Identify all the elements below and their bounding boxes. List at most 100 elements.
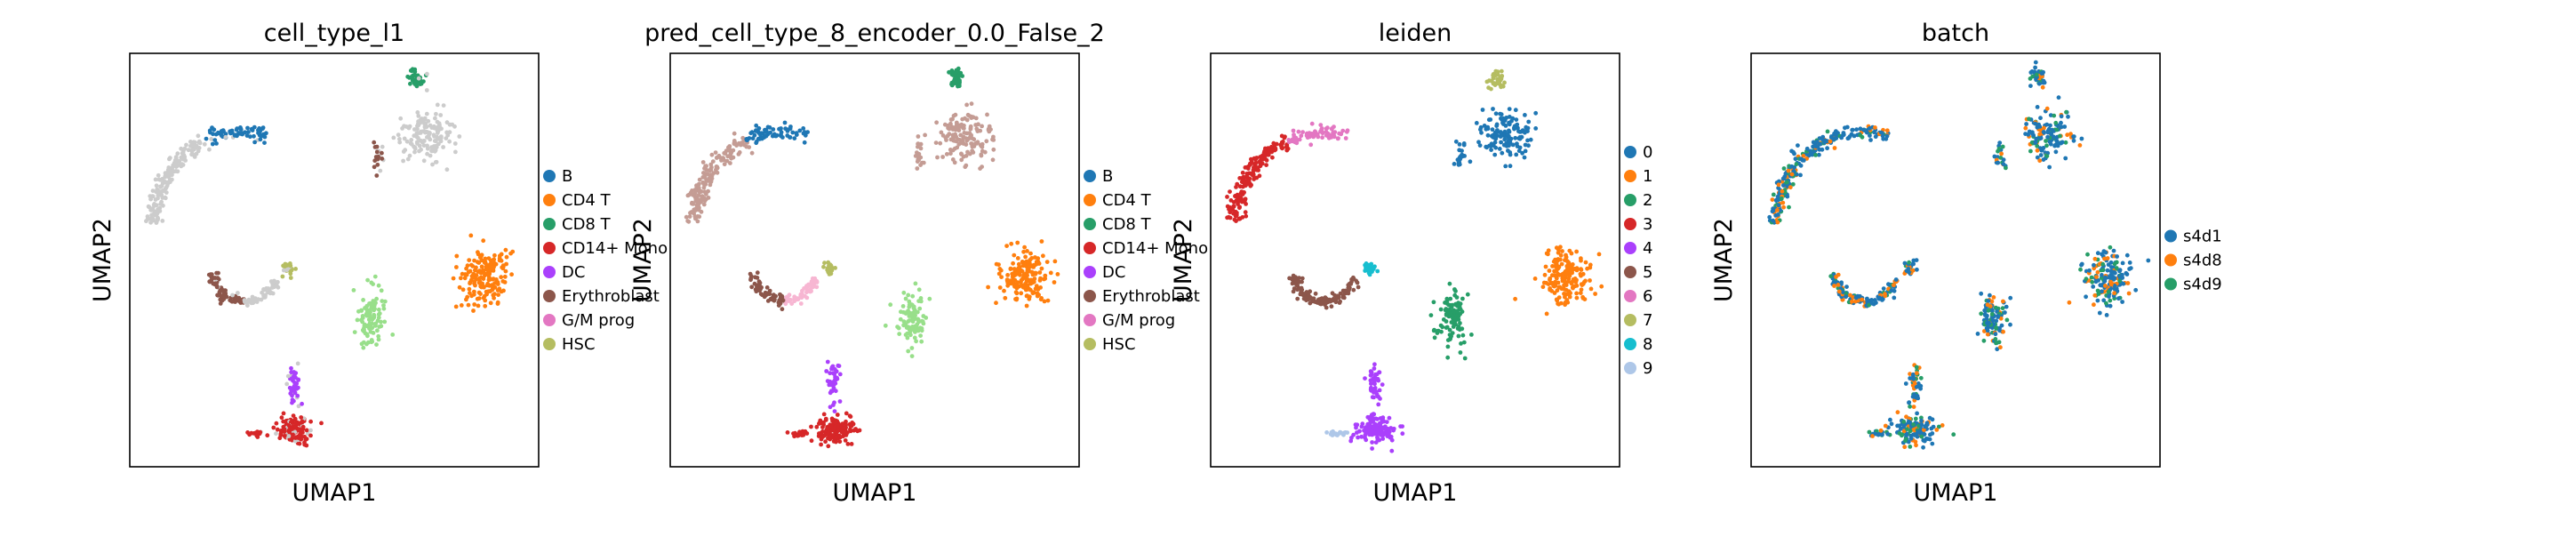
- scatter-point: [895, 325, 900, 329]
- scatter-point: [2102, 256, 2107, 261]
- scatter-point: [1869, 298, 1874, 302]
- scatter-point: [835, 413, 840, 417]
- scatter-point: [1035, 285, 1040, 291]
- scatter-point: [1783, 171, 1788, 176]
- scatter-point: [281, 411, 286, 416]
- scatter-point: [1506, 148, 1510, 153]
- scatter-point: [1469, 333, 1474, 337]
- legend-marker: [543, 338, 556, 350]
- scatter-point: [252, 140, 257, 145]
- scatter-point: [1988, 293, 1992, 298]
- scatter-point: [1951, 432, 1956, 437]
- scatter-point: [840, 421, 845, 426]
- scatter-point: [700, 160, 706, 164]
- legend-label: s4d9: [2183, 276, 2222, 294]
- scatter-point: [2124, 252, 2130, 258]
- scatter-point: [1443, 301, 1447, 305]
- scatter-point: [1919, 422, 1924, 427]
- scatter-point: [1244, 178, 1250, 183]
- scatter-point: [459, 276, 463, 281]
- scatter-point: [252, 133, 256, 139]
- scatter-point: [466, 302, 471, 308]
- scatter-point: [472, 258, 476, 263]
- scatter-point: [1320, 131, 1325, 136]
- scatter-point: [1916, 396, 1921, 401]
- scatter-point: [2095, 251, 2100, 256]
- scatter-point: [706, 196, 711, 200]
- scatter-point: [284, 262, 289, 268]
- scatter-point: [508, 251, 513, 256]
- scatter-point: [1336, 136, 1340, 141]
- scatter-point: [845, 442, 851, 446]
- scatter-point: [1524, 124, 1529, 130]
- scatter-point: [1543, 264, 1548, 269]
- scatter-point: [1564, 264, 1570, 268]
- scatter-point: [429, 148, 434, 154]
- scatter-point: [1243, 165, 1248, 170]
- scatter-point: [287, 437, 292, 442]
- scatter-point: [2044, 106, 2050, 111]
- scatter-point: [721, 157, 726, 163]
- scatter-point: [2108, 303, 2113, 309]
- scatter-point: [280, 274, 285, 279]
- scatter-point: [1048, 270, 1053, 276]
- scatter-point: [844, 411, 849, 416]
- scatter-point: [985, 112, 989, 117]
- scatter-point: [1785, 180, 1789, 185]
- scatter-point: [823, 418, 828, 422]
- scatter-point: [1839, 280, 1844, 285]
- scatter-point: [1934, 428, 1940, 432]
- scatter-point: [425, 143, 429, 148]
- scatter-point: [1786, 168, 1791, 173]
- scatter-point: [910, 325, 915, 329]
- scatter-point: [163, 171, 168, 176]
- scatter-point: [435, 119, 440, 124]
- scatter-point: [1914, 443, 1918, 448]
- scatter-point: [1488, 117, 1493, 122]
- scatter-point: [2077, 143, 2083, 148]
- scatter-point: [1497, 147, 1502, 151]
- scatter-point: [275, 427, 280, 432]
- scatter-point: [830, 419, 835, 423]
- scatter-point: [382, 319, 388, 325]
- scatter-point: [380, 150, 384, 156]
- scatter-point: [2102, 278, 2108, 284]
- scatter-point: [491, 257, 496, 262]
- scatter-point: [289, 419, 294, 424]
- scatter-point: [1378, 397, 1382, 401]
- scatter-point: [1793, 156, 1798, 162]
- scatter-point: [758, 132, 763, 138]
- scatter-point: [757, 288, 762, 293]
- scatter-point: [1544, 311, 1549, 317]
- scatter-point: [1479, 130, 1484, 135]
- scatter-point: [903, 310, 908, 316]
- scatter-point: [1844, 285, 1849, 289]
- scatter-point: [1400, 424, 1404, 429]
- legend-marker: [2164, 277, 2177, 291]
- scatter-point: [1502, 137, 1508, 142]
- scatter-point: [1493, 68, 1499, 74]
- scatter-point: [1578, 271, 1583, 277]
- scatter-point: [154, 183, 159, 188]
- scatter-point: [1912, 381, 1917, 386]
- scatter-point: [848, 423, 853, 429]
- scatter-point: [146, 204, 151, 209]
- scatter-point: [256, 128, 260, 132]
- scatter-point: [1028, 258, 1033, 262]
- scatter-point: [1775, 208, 1780, 212]
- scatter-point: [2034, 136, 2039, 141]
- scatter-point: [911, 309, 916, 315]
- scatter-point: [2023, 125, 2028, 131]
- scatter-point: [903, 296, 908, 301]
- scatter-point: [1367, 421, 1372, 427]
- scatter-point: [794, 132, 799, 138]
- scatter-point: [497, 253, 502, 259]
- scatter-point: [1235, 211, 1239, 215]
- scatter-point: [1767, 214, 1772, 220]
- scatter-point: [950, 127, 956, 132]
- scatter-point: [1354, 425, 1358, 430]
- scatter-point: [477, 268, 482, 274]
- scatter-point: [1776, 182, 1781, 188]
